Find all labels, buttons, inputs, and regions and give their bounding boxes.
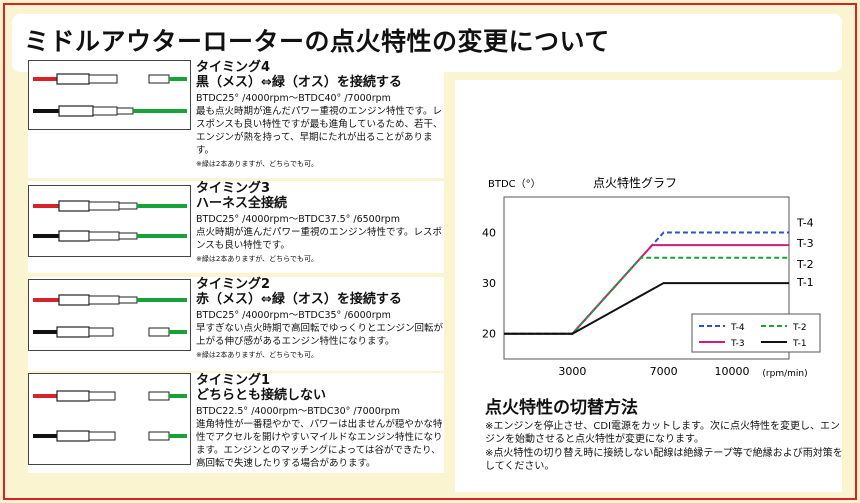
timing-3-description: 点火時期が進んだパワー重視のエンジン特性です。レスポンスも良い特性です。	[196, 227, 443, 251]
timing-2-section: タイミング2 赤（メス）⇔緑（オス）を接続する BTDC25° /4000rpm…	[28, 277, 444, 371]
timing-2-note: ※緑は2本ありますが、どちらでも可。	[196, 351, 318, 359]
chart-legend: T-4 T-2 T-3 T-1	[691, 313, 821, 353]
series-end-label: T-2	[796, 258, 814, 271]
timing-3-spec: BTDC25° /4000rpm〜BTDC37.5° /6500rpm	[196, 214, 400, 225]
timing-3-subtitle: ハーネス全接続	[196, 196, 288, 211]
timing-1-title: タイミング1	[196, 373, 271, 388]
x-axis-label: (rpm/min)	[762, 369, 807, 379]
timing-1-spec: BTDC22.5° /4000rpm〜BTDC30° /7000rpm	[196, 406, 400, 417]
series-end-label: T-1	[796, 276, 814, 289]
series-end-label: T-4	[796, 216, 814, 229]
timing-2-info: タイミング2 赤（メス）⇔緑（オス）を接続する BTDC25° /4000rpm…	[196, 277, 446, 361]
timing-4-info: タイミング4 黒（メス）⇔緑（オス）を接続する BTDC25° /4000rpm…	[196, 60, 446, 170]
legend-label: T-4	[730, 323, 745, 333]
timing-4-section: タイミング4 黒（メス）⇔緑（オス）を接続する BTDC25° /4000rpm…	[28, 60, 444, 178]
timing-3-connector-illustration	[28, 185, 191, 257]
timing-4-subtitle: 黒（メス）⇔緑（オス）を接続する	[196, 75, 402, 90]
timing-1-info: タイミング1 どちらとも接続しない BTDC22.5° /4000rpm〜BTD…	[196, 373, 446, 470]
y-tick-label: 40	[482, 226, 496, 239]
y-tick-label: 30	[482, 277, 496, 290]
timing-3-title: タイミング3	[196, 181, 271, 196]
timing-3-note: ※緑は2本ありますが、どちらでも可。	[196, 255, 318, 263]
timing-4-title: タイミング4	[196, 60, 271, 75]
timing-4-note: ※緑は2本ありますが、どちらでも可。	[196, 160, 318, 168]
wire-diagram	[33, 294, 187, 338]
timing-2-spec: BTDC25° /4000rpm〜BTDC35° /6000rpm	[196, 310, 391, 321]
timing-1-description: 進角特性が一番穏やかで、パワーは出ませんが穏やかな特性でアクセルを開けやすいマイ…	[196, 419, 443, 469]
right-panel: 点火特性グラフ BTDC（°） 20 30 40 3000 7000 10000 T-4…	[455, 80, 843, 492]
timing-1-connector-illustration	[28, 373, 191, 465]
wire-diagram	[33, 200, 187, 242]
chart-title: 点火特性グラフ	[593, 175, 677, 190]
timing-1-subtitle: どちらとも接続しない	[196, 388, 327, 403]
timing-4-spec: BTDC25° /4000rpm〜BTDC40° /7000rpm	[196, 93, 391, 104]
y-tick-label: 20	[482, 328, 496, 341]
switching-note-1: ※エンジンを停止させ、CDI電源をカットします。次に点火特性を変更し、エンジンを…	[485, 421, 841, 445]
legend-label: T-3	[730, 339, 745, 349]
switching-method-title: 点火特性の切替方法	[485, 398, 638, 418]
x-tick-label: 7000	[650, 365, 678, 378]
wire-diagram	[33, 73, 187, 117]
page-title: ミドルアウターローターの点火特性の変更について	[24, 27, 610, 56]
series-end-label: T-3	[796, 237, 814, 250]
timing-4-connector-illustration	[28, 60, 191, 130]
timing-1-section: タイミング1 どちらとも接続しない BTDC22.5° /4000rpm〜BTD…	[28, 373, 444, 473]
series-line-t-1	[504, 282, 789, 335]
x-tick-label: 10000	[715, 365, 750, 378]
timing-3-section: タイミング3 ハーネス全接続 BTDC25° /4000rpm〜BTDC37.5…	[28, 181, 444, 273]
timing-2-description: 早すぎない点火時期で高回転でゆっくりとエンジン回転が上がる伸び感があるエンジン特…	[196, 323, 444, 347]
wire-diagram	[33, 390, 187, 442]
y-axis-label: BTDC（°）	[488, 178, 541, 190]
x-tick-label: 3000	[558, 365, 586, 378]
legend-label: T-1	[792, 339, 807, 349]
ignition-graph: 点火特性グラフ BTDC（°） 20 30 40 3000 7000 10000 T-4…	[455, 162, 842, 396]
ignition-chart: 点火特性グラフ BTDC（°） 20 30 40 3000 7000 10000 T-4…	[482, 175, 821, 379]
switching-note-2: ※点火特性の切り替え時に接続しない配線は絶縁テープ等で絶縁および雨対策をしてくだ…	[485, 448, 843, 472]
timing-2-subtitle: 赤（メス）⇔緑（オス）を接続する	[196, 292, 402, 307]
timing-2-connector-illustration	[28, 279, 191, 351]
timing-3-info: タイミング3 ハーネス全接続 BTDC25° /4000rpm〜BTDC37.5…	[196, 181, 446, 265]
timing-4-description: 最も点火時期が進んだパワー重視のエンジン特性です。レスポンスも良い特性ですが最も…	[196, 106, 443, 156]
timing-2-title: タイミング2	[196, 277, 271, 292]
legend-label: T-2	[792, 323, 807, 333]
